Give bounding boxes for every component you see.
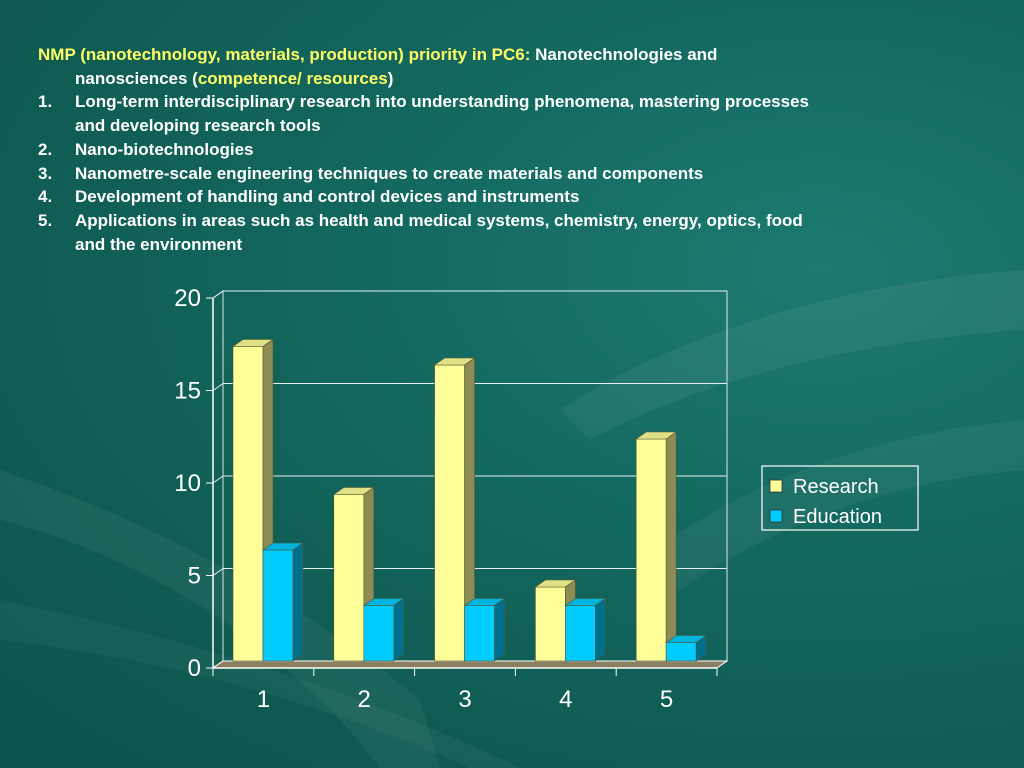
bar-front: [232, 346, 264, 662]
bar-side: [665, 431, 677, 662]
bar-side: [494, 597, 505, 662]
legend-swatch: [769, 509, 783, 523]
header-line2-end: ): [387, 68, 394, 88]
list-item-text: Development of handling and control devi…: [75, 187, 580, 207]
list-item-text: Nano-biotechnologies: [75, 139, 254, 159]
bar-front: [333, 494, 365, 662]
bar-education: [262, 542, 304, 662]
list-item-text: Applications in areas such as health and…: [75, 210, 803, 230]
y-tick-label: 10: [174, 470, 201, 497]
header-line2-highlight: competence/ resources: [197, 68, 388, 88]
list-item: 2. Nano-biotechnologies: [38, 138, 988, 162]
bar-education: [463, 597, 506, 662]
list-item: 1. Long-term interdisciplinary research …: [38, 90, 988, 137]
slide-text-block: NMP (nanotechnology, materials, producti…: [38, 43, 988, 256]
bar-front: [535, 586, 566, 662]
bar-front: [363, 605, 395, 662]
header-line2-start: nanosciences (: [75, 68, 198, 88]
plot-floor: [211, 660, 729, 669]
bar-front: [665, 642, 697, 662]
list-item-number: 3.: [38, 163, 53, 183]
x-tick-label: 4: [559, 686, 572, 713]
bar-side: [595, 597, 606, 662]
gridline-side: [212, 568, 224, 576]
header-highlight: NMP (nanotechnology, materials, producti…: [38, 45, 531, 64]
list-item-text: Long-term interdisciplinary research int…: [75, 92, 810, 112]
x-tick-label: 2: [358, 686, 371, 713]
gridline-side: [212, 290, 224, 299]
list-item-continuation: and the environment: [75, 234, 243, 254]
bar-education: [564, 597, 607, 662]
list-item: 4. Development of handling and control d…: [38, 185, 988, 209]
legend-label: Education: [793, 506, 882, 528]
bar-front: [565, 605, 596, 662]
header-line-2: nanosciences (competence/ resources): [38, 67, 988, 91]
list-item-continuation: and developing research tools: [75, 116, 321, 136]
list-item: 5. Applications in areas such as health …: [38, 209, 988, 256]
bar-side: [695, 634, 707, 662]
list-item-number: 5.: [38, 210, 53, 230]
x-tick-label: 5: [660, 686, 673, 713]
legend-label: Research: [793, 476, 879, 498]
y-tick-label: 15: [174, 378, 201, 405]
header-rest: Nanotechnologies and: [530, 45, 718, 64]
bar-research: [635, 431, 678, 662]
y-tick-label: 20: [174, 285, 201, 312]
x-tick-label: 1: [257, 686, 270, 713]
y-tick-label: 0: [188, 655, 201, 682]
list-item-number: 1.: [38, 92, 53, 112]
bar-education: [362, 597, 405, 662]
x-tick-label: 3: [458, 686, 471, 713]
legend-swatch: [769, 479, 783, 493]
list-item-number: 4.: [38, 187, 53, 207]
bar-front: [434, 364, 465, 662]
legend-box: [761, 465, 919, 531]
bar-education: [665, 634, 708, 662]
header-line: NMP (nanotechnology, materials, producti…: [38, 43, 988, 67]
bar-side: [292, 542, 304, 662]
list-item-text: Nanometre-scale engineering techniques t…: [75, 163, 704, 183]
bar-front: [635, 438, 667, 662]
list-item-number: 2.: [38, 139, 53, 159]
bar-side: [393, 597, 405, 662]
gridline-side: [212, 475, 224, 484]
bar-front: [262, 549, 294, 662]
list-item: 3. Nanometre-scale engineering technique…: [38, 162, 988, 186]
gridline-side: [212, 383, 224, 391]
bar-research: [433, 357, 476, 662]
bar-front: [464, 605, 495, 662]
y-tick-label: 5: [188, 563, 201, 590]
